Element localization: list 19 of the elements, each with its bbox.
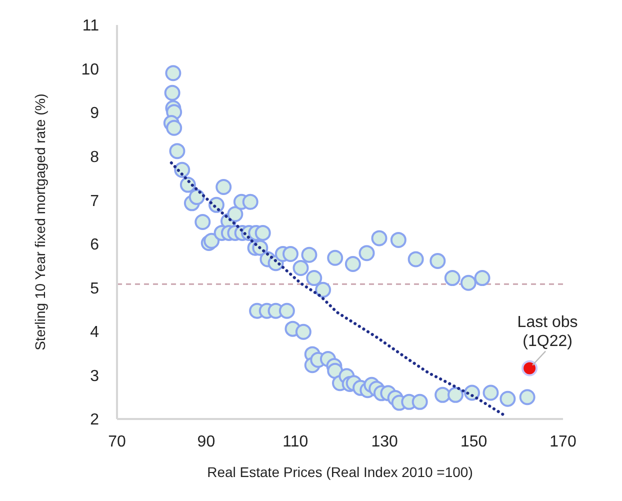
- y-tick-label: 2: [90, 412, 100, 429]
- y-tick-label: 5: [90, 280, 100, 298]
- x-tick-label: 90: [197, 433, 216, 450]
- y-axis-title: Sterling 10 Year fixed mortgaged rate (%): [32, 94, 48, 350]
- y-tick-label: 6: [90, 236, 100, 254]
- y-tick-label: 10: [81, 61, 100, 78]
- x-axis-title: Real Estate Prices (Real Index 2010 =100): [207, 464, 473, 480]
- y-tick-label: 8: [90, 149, 100, 166]
- y-tick-label: 11: [82, 18, 100, 35]
- x-tick-label: 170: [550, 433, 576, 450]
- y-tick-label: 9: [90, 105, 100, 122]
- y-tick-label: 7: [90, 192, 100, 210]
- x-tick-label: 130: [371, 433, 398, 450]
- y-tick-label: 4: [90, 324, 100, 342]
- x-tick-label: 70: [108, 433, 126, 450]
- x-tick-label: 150: [460, 433, 488, 450]
- annotation: Last obs (1Q22): [517, 314, 578, 350]
- y-tick-label: 3: [90, 368, 100, 385]
- x-tick-label: 110: [282, 433, 308, 450]
